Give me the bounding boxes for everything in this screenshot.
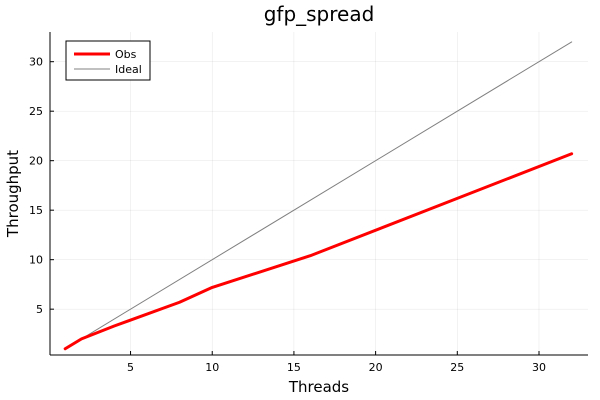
y-tick-label: 30 <box>29 56 43 69</box>
y-tick-label: 10 <box>29 254 43 267</box>
ticks: 5 10 15 20 25 30 5 10 15 20 25 30 <box>29 56 546 374</box>
y-tick-label: 5 <box>36 303 43 316</box>
legend-label-ideal: Ideal <box>115 63 142 76</box>
series-line-obs <box>63 152 574 351</box>
axes <box>49 32 588 356</box>
x-axis-label: Threads <box>288 378 349 396</box>
y-axis-label: Throughput <box>4 150 22 238</box>
x-tick-label: 5 <box>127 361 134 374</box>
y-tick-label: 25 <box>29 105 43 118</box>
x-tick-label: 20 <box>369 361 383 374</box>
x-tick-label: 30 <box>532 361 546 374</box>
series-layer <box>63 41 574 351</box>
chart-title: gfp_spread <box>264 2 375 26</box>
x-tick-label: 15 <box>287 361 301 374</box>
y-tick-label: 15 <box>29 204 43 217</box>
x-tick-label: 10 <box>205 361 219 374</box>
series-line-ideal <box>64 41 573 350</box>
legend-label-obs: Obs <box>115 48 137 61</box>
x-tick-label: 25 <box>450 361 464 374</box>
legend: Obs Ideal <box>65 40 151 81</box>
y-tick-label: 20 <box>29 155 43 168</box>
legend-box <box>65 40 151 81</box>
